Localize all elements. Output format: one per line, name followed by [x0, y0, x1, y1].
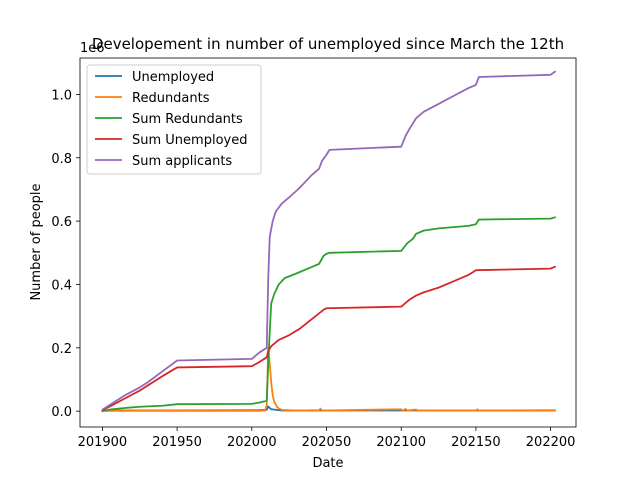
legend-entry-2: Sum Redundants — [132, 112, 243, 127]
y-tick-label: 0.2 — [51, 342, 72, 357]
y-axis-label: Number of people — [29, 183, 44, 300]
y-axis: 0.0 0.2 0.4 0.6 0.8 1.0 — [51, 88, 80, 420]
x-tick-label: 202000 — [227, 435, 277, 450]
y-tick-label: 0.6 — [51, 215, 72, 230]
x-tick-label: 201900 — [78, 435, 128, 450]
plot-frame — [79, 57, 577, 428]
y-axis-offset-label: 1e6 — [80, 41, 105, 56]
x-axis: 201900 201950 202000 202050 202100 202150 2022… — [78, 427, 576, 450]
y-tick-label: 1.0 — [51, 88, 72, 103]
x-axis-label: Date — [312, 456, 343, 471]
series-line-3 — [101, 265, 556, 412]
legend-entry-0: Unemployed — [132, 70, 214, 85]
y-tick-label: 0.0 — [51, 405, 72, 420]
legend-entry-1: Redundants — [132, 91, 210, 106]
legend: Unemployed Redundants Sum Redundants Sum Un… — [86, 64, 262, 175]
y-tick-label: 0.4 — [51, 278, 72, 293]
series-line-4 — [101, 70, 556, 411]
legend-box — [86, 64, 262, 175]
chart-title: Developement in number of unemployed sin… — [92, 35, 564, 53]
x-tick-label: 202050 — [302, 435, 352, 450]
x-tick-label: 202100 — [376, 435, 426, 450]
x-tick-label: 201950 — [152, 435, 202, 450]
legend-entry-3: Sum Unemployed — [132, 133, 247, 148]
x-tick-label: 202200 — [526, 435, 576, 450]
y-tick-label: 0.8 — [51, 152, 72, 167]
series-line-2 — [101, 216, 556, 413]
x-tick-label: 202150 — [451, 435, 501, 450]
legend-entry-4: Sum applicants — [132, 154, 232, 169]
plot-lines — [101, 70, 556, 413]
